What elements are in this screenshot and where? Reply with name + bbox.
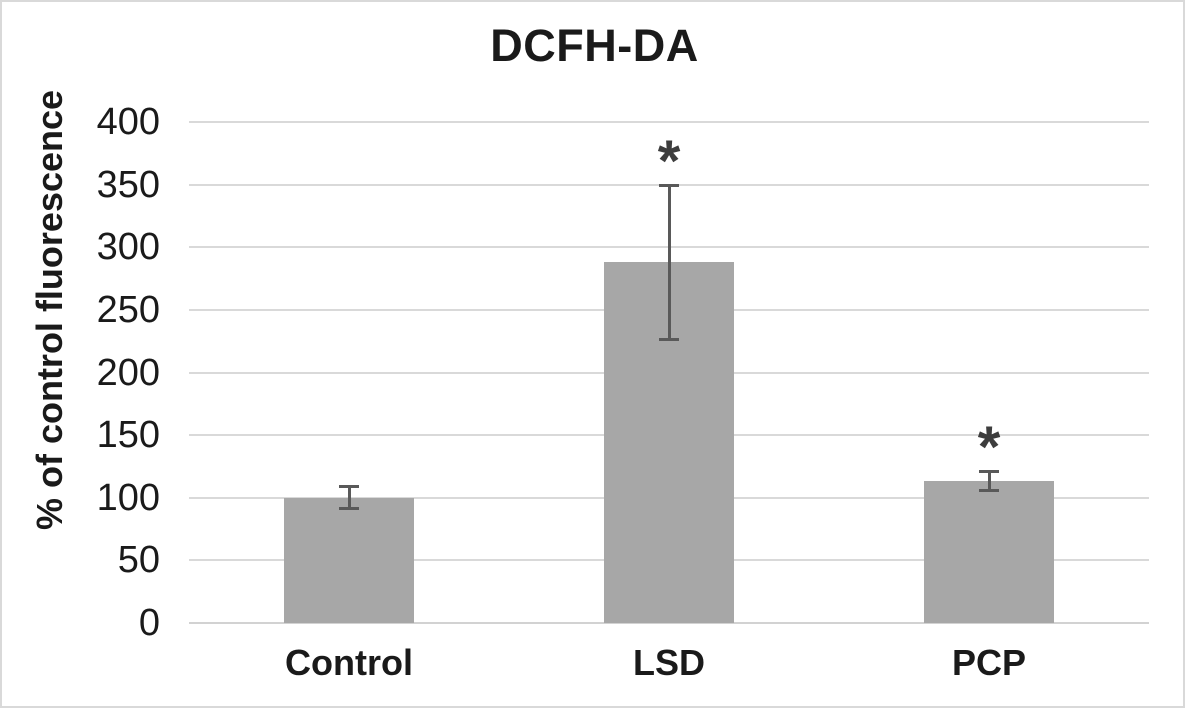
y-tick-label: 150 bbox=[96, 414, 160, 457]
error-bar-cap-top bbox=[339, 485, 359, 489]
error-bar-cap-top bbox=[659, 183, 679, 187]
bar-control bbox=[284, 497, 414, 623]
y-tick-label: 300 bbox=[96, 226, 160, 269]
x-axis-line bbox=[189, 622, 1149, 624]
error-bar-cap-bottom bbox=[339, 507, 359, 511]
category-label-lsd: LSD bbox=[633, 642, 705, 683]
y-tick-label: 100 bbox=[96, 476, 160, 519]
error-bar bbox=[347, 486, 351, 509]
y-tick-label: 400 bbox=[96, 101, 160, 143]
y-tick-label: 200 bbox=[96, 351, 160, 394]
category-label-pcp: PCP bbox=[951, 642, 1027, 683]
error-bar bbox=[667, 184, 671, 340]
y-tick-label: 0 bbox=[138, 602, 160, 644]
significance-asterisk: * bbox=[657, 128, 681, 194]
category-label-control: Control bbox=[285, 642, 413, 683]
chart-title: DCFH-DA bbox=[490, 20, 699, 71]
y-tick-label: 250 bbox=[96, 288, 160, 331]
error-bar-cap-top bbox=[979, 470, 999, 474]
significance-asterisk: * bbox=[977, 415, 1001, 481]
y-tick-label: 350 bbox=[96, 163, 160, 206]
bar-pcp bbox=[924, 481, 1054, 623]
error-bar bbox=[987, 471, 991, 492]
y-tick-label: 50 bbox=[117, 539, 160, 582]
gridline bbox=[189, 121, 1149, 123]
error-bar-cap-bottom bbox=[659, 337, 679, 341]
error-bar-cap-bottom bbox=[979, 489, 999, 493]
